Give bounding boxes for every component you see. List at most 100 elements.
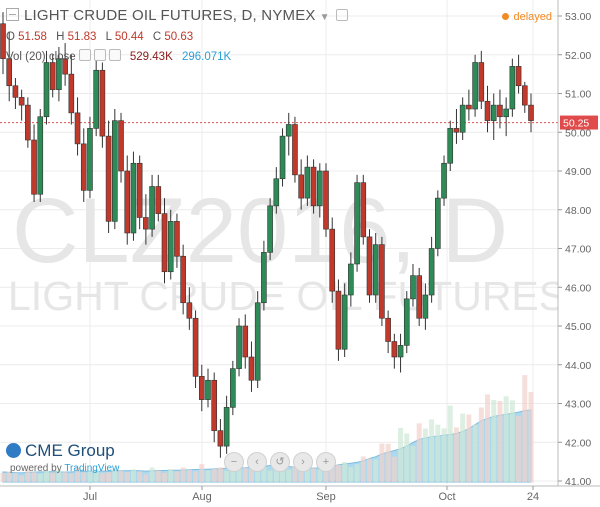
y-tick-label: 41.00 bbox=[565, 476, 591, 488]
settings-icon[interactable] bbox=[93, 49, 106, 61]
candle-body bbox=[397, 345, 404, 358]
cme-logo[interactable]: CME Group powered by TradingView bbox=[6, 441, 119, 474]
volume-ma-value: 296.071K bbox=[181, 51, 232, 63]
candle-body bbox=[174, 221, 180, 257]
candle-body bbox=[12, 85, 19, 98]
reset-icon[interactable]: ↺ bbox=[270, 452, 290, 472]
candle-body bbox=[503, 108, 509, 118]
volume-bar bbox=[43, 470, 49, 482]
candle-body bbox=[379, 244, 385, 319]
y-tick-label: 46.00 bbox=[565, 282, 591, 294]
volume-bar bbox=[267, 470, 273, 482]
volume-bar bbox=[6, 471, 12, 482]
candle-body bbox=[497, 104, 503, 118]
candle-body bbox=[155, 186, 162, 214]
close-value: 50.63 bbox=[164, 31, 194, 43]
candle-body bbox=[56, 58, 62, 90]
volume-bar bbox=[466, 414, 472, 482]
volume-bar bbox=[522, 375, 528, 482]
volume-bar bbox=[81, 472, 87, 482]
candle-body bbox=[230, 368, 236, 408]
volume-bar bbox=[304, 465, 310, 482]
y-tick-label: 51.00 bbox=[565, 89, 591, 101]
dropdown-arrow-icon[interactable]: ▼ bbox=[319, 12, 330, 23]
last-price-badge bbox=[560, 115, 598, 130]
candle-body bbox=[335, 290, 342, 350]
candle-body bbox=[143, 217, 149, 230]
candle-body bbox=[441, 162, 447, 199]
volume-bar bbox=[491, 400, 497, 482]
volume-bar bbox=[497, 401, 503, 482]
scroll-right-icon[interactable]: › bbox=[293, 452, 313, 472]
scroll-left-icon[interactable]: ‹ bbox=[247, 452, 267, 472]
volume-bar bbox=[162, 472, 168, 482]
volume-bar bbox=[416, 423, 422, 482]
candle-body bbox=[43, 62, 50, 118]
candle-body bbox=[435, 197, 441, 249]
candle-body bbox=[198, 376, 205, 400]
settings-icon[interactable] bbox=[335, 9, 348, 21]
volume-legend: Vol (20) close 529.43K 296.071K bbox=[6, 49, 231, 63]
y-tick-label: 49.00 bbox=[565, 166, 591, 178]
volume-bar bbox=[180, 467, 186, 482]
candle-body bbox=[130, 162, 137, 234]
candle-body bbox=[161, 213, 168, 273]
y-axis-panel bbox=[558, 0, 600, 507]
volume-bar bbox=[348, 467, 354, 482]
candle-body bbox=[515, 66, 522, 87]
candle-body bbox=[167, 221, 174, 273]
volume-bar bbox=[242, 467, 248, 482]
volume-bar bbox=[286, 469, 292, 482]
candle-body bbox=[472, 62, 478, 110]
candle-body bbox=[112, 120, 118, 222]
volume-bar bbox=[460, 413, 466, 482]
eye-icon[interactable] bbox=[78, 49, 91, 61]
candle-body bbox=[316, 170, 323, 207]
candle-body bbox=[428, 248, 435, 296]
tradingview-link[interactable]: TradingView bbox=[64, 463, 120, 474]
candle-body bbox=[323, 170, 329, 230]
candle-body bbox=[447, 128, 454, 164]
volume-bar bbox=[87, 471, 93, 482]
candle-body bbox=[105, 135, 112, 222]
candle-body bbox=[391, 341, 398, 358]
volume-bar bbox=[56, 469, 62, 482]
volume-bar bbox=[155, 470, 161, 482]
y-tick-label: 50.00 bbox=[565, 127, 591, 139]
volume-bar bbox=[516, 415, 522, 482]
volume-bar bbox=[410, 445, 416, 482]
delayed-label: delayed bbox=[513, 11, 552, 23]
volume-bar bbox=[435, 424, 441, 482]
volume-bar bbox=[19, 475, 25, 482]
volume-bar bbox=[360, 456, 366, 482]
y-tick-label: 42.00 bbox=[565, 437, 591, 449]
candle-body bbox=[354, 182, 360, 265]
volume-bar bbox=[311, 468, 317, 482]
volume-bar bbox=[373, 459, 379, 482]
candle-body bbox=[528, 104, 534, 121]
candle-body bbox=[348, 263, 354, 296]
candle-body bbox=[341, 294, 348, 350]
close-icon[interactable] bbox=[108, 49, 121, 61]
volume-bar bbox=[485, 394, 491, 482]
candle-body bbox=[223, 407, 230, 447]
zoom-out-icon[interactable]: − bbox=[224, 452, 244, 472]
y-tick-label: 53.00 bbox=[565, 11, 591, 23]
candle-body bbox=[254, 302, 261, 381]
candle-body bbox=[372, 244, 379, 296]
zoom-in-icon[interactable]: + bbox=[316, 452, 336, 472]
x-tick-label: Oct bbox=[438, 491, 455, 503]
collapse-icon[interactable] bbox=[6, 8, 19, 21]
last-price-label: 50.25 bbox=[563, 118, 589, 130]
candle-body bbox=[279, 135, 286, 180]
candle-body bbox=[329, 228, 336, 292]
volume-bar bbox=[379, 443, 385, 482]
volume-bar bbox=[62, 472, 68, 482]
volume-bar bbox=[193, 471, 199, 482]
candle-body bbox=[186, 302, 193, 319]
volume-bar bbox=[168, 469, 174, 482]
volume-bar bbox=[255, 465, 261, 482]
candle-body bbox=[136, 162, 143, 218]
